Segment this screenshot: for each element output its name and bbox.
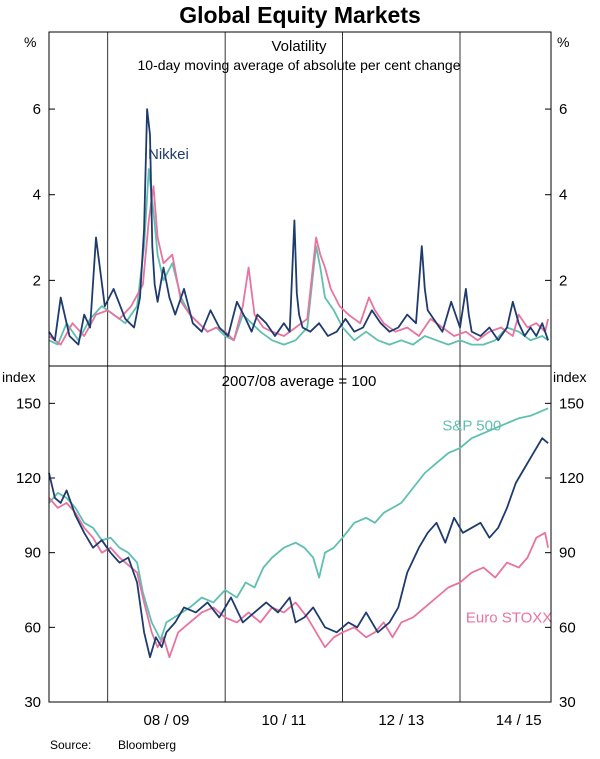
top-panel-subtitle: 10-day moving average of absolute per ce… (138, 57, 461, 73)
bottom-ytick-label-right-0: 30 (559, 694, 576, 711)
bottom-left-unit: index (2, 369, 35, 385)
top-ytick-label-left-1: 4 (33, 187, 41, 204)
source-note: Source: Bloomberg (50, 738, 176, 752)
bottom-ytick-label-left-4: 150 (16, 395, 41, 412)
bottom-ytick-label-right-4: 150 (559, 395, 584, 412)
bottom-panel-title: 2007/08 average = 100 (222, 373, 377, 390)
volatility-line-s-p-500 (48, 168, 549, 346)
sp500-series-label: S&P 500 (442, 418, 501, 435)
top-ytick-label-left-2: 6 (33, 101, 41, 118)
source-label: Source: (50, 738, 92, 752)
chart-title: Global Equity Markets (179, 2, 421, 28)
euro-stoxx-series-label: Euro STOXX (466, 609, 552, 626)
xtick-label-2: 12 / 13 (378, 712, 424, 729)
volatility-line-euro-stoxx (48, 185, 549, 346)
top-ytick-label-right-1: 4 (559, 187, 567, 204)
bottom-ytick-label-right-3: 120 (559, 470, 584, 487)
top-ytick-label-right-2: 6 (559, 101, 567, 118)
bottom-ytick-label-left-0: 30 (24, 694, 41, 711)
index-line-s-p-500 (48, 407, 549, 641)
bottom-right-unit: index (553, 369, 586, 385)
top-ytick-label-right-0: 2 (559, 272, 567, 289)
index-line-nikkei (48, 437, 549, 659)
xtick-label-0: 08 / 09 (143, 712, 189, 729)
nikkei-series-label: Nikkei (148, 146, 189, 163)
top-panel-title: Volatility (271, 38, 327, 55)
plot-frame (48, 31, 552, 703)
index-line-euro-stoxx (48, 497, 549, 659)
bottom-ytick-label-right-1: 60 (559, 619, 576, 636)
bottom-ytick-label-left-2: 90 (24, 545, 41, 562)
top-left-unit: % (24, 34, 36, 50)
volatility-line-nikkei (48, 108, 549, 346)
bottom-ytick-label-left-1: 60 (24, 619, 41, 636)
source-value: Bloomberg (118, 738, 177, 752)
xtick-label-3: 14 / 15 (496, 712, 542, 729)
xtick-label-1: 10 / 11 (261, 712, 306, 729)
bottom-ytick-label-left-3: 120 (16, 470, 41, 487)
top-ytick-label-left-0: 2 (33, 272, 41, 289)
bottom-ytick-label-right-2: 90 (559, 545, 576, 562)
top-right-unit: % (557, 34, 569, 50)
